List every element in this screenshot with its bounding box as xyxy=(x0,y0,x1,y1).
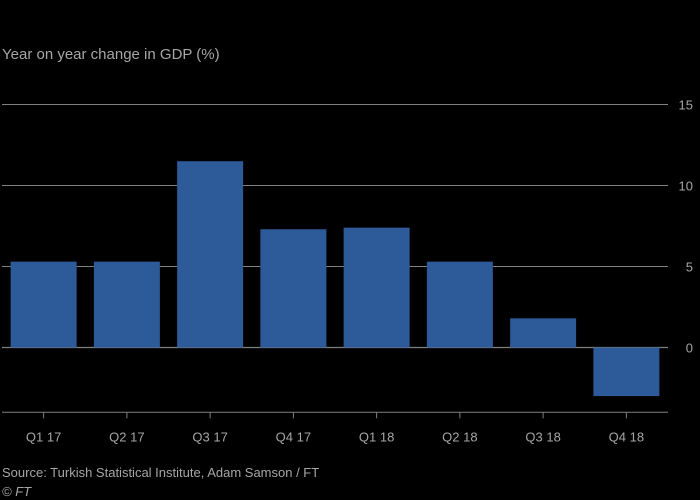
source-note: Source: Turkish Statistical Institute, A… xyxy=(2,465,320,480)
x-tick-label: Q1 17 xyxy=(26,429,61,444)
x-tick-label: Q1 18 xyxy=(359,429,394,444)
bar xyxy=(593,347,660,397)
y-tick-label: 0 xyxy=(686,341,693,356)
bar xyxy=(260,229,327,348)
bar xyxy=(10,261,77,348)
x-tick-label: Q2 17 xyxy=(109,429,144,444)
x-tick-label: Q3 17 xyxy=(192,429,227,444)
y-tick-label: 15 xyxy=(679,98,693,113)
y-axis-ticks: 0 5 10 15 xyxy=(679,98,693,356)
x-tick-label: Q2 18 xyxy=(442,429,477,444)
bars xyxy=(10,161,660,397)
y-tick-label: 10 xyxy=(679,179,693,194)
x-axis: Q1 17 Q2 17 Q3 17 Q4 17 Q1 18 Q2 18 Q3 18 Q4 18 xyxy=(2,411,668,444)
x-tick-label: Q4 18 xyxy=(609,429,644,444)
chart-title: Year on year change in GDP (%) xyxy=(2,46,220,63)
x-tick-label: Q4 17 xyxy=(276,429,311,444)
bar xyxy=(93,261,160,348)
copyright-credit: © FT xyxy=(2,484,32,499)
x-tick-label: Q3 18 xyxy=(525,429,560,444)
bar xyxy=(177,161,244,348)
y-tick-label: 5 xyxy=(686,260,693,275)
bar xyxy=(510,318,577,348)
bar xyxy=(343,227,410,348)
bar xyxy=(426,261,493,348)
